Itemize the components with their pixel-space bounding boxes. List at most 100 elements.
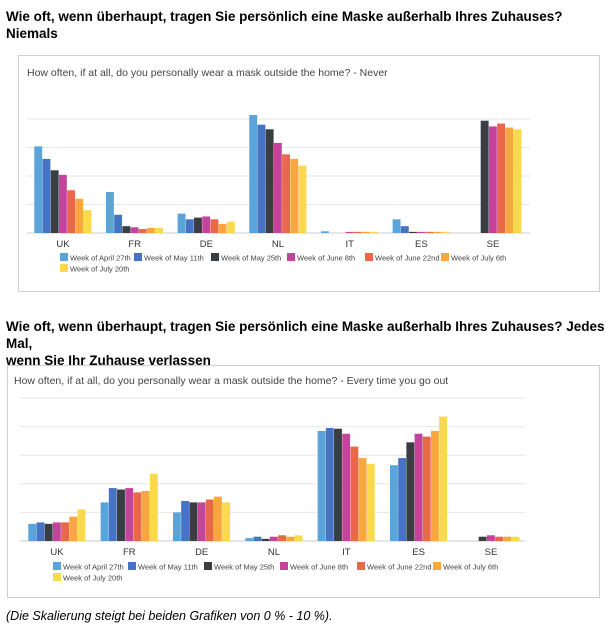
bar (350, 446, 359, 541)
heading-every-line1: Wie oft, wenn überhaupt, tragen Sie pers… (6, 319, 605, 351)
bar (133, 492, 142, 541)
legend-swatch (365, 253, 373, 261)
bar (108, 488, 117, 541)
bar (218, 223, 227, 233)
bar (245, 538, 254, 541)
x-tick-label: DE (200, 239, 213, 250)
bar (138, 229, 147, 233)
legend-label: Week of July 6th (443, 563, 498, 572)
bar (433, 231, 442, 233)
bar (194, 217, 202, 233)
legend-swatch (280, 562, 288, 570)
bar (278, 535, 286, 541)
bar (261, 538, 270, 541)
legend-swatch (60, 253, 68, 261)
legend-label: Week of May 25th (214, 563, 274, 572)
bar (177, 213, 186, 233)
bar (222, 502, 231, 541)
bar (409, 231, 417, 233)
bar (511, 536, 520, 541)
legend-label: Week of July 6th (451, 254, 506, 263)
bar (52, 522, 61, 541)
bar (58, 174, 67, 233)
bar (358, 458, 367, 541)
x-tick-label: UK (50, 547, 64, 558)
heading-never: Wie oft, wenn überhaupt, tragen Sie pers… (6, 8, 563, 42)
x-tick-label: IT (345, 239, 354, 250)
legend-swatch (134, 253, 142, 261)
bar (353, 231, 362, 233)
bar (28, 523, 37, 541)
bar (366, 463, 375, 541)
bar (430, 430, 439, 541)
bar (210, 219, 219, 233)
legend-label: Week of June 22nd (375, 254, 440, 263)
bar (114, 214, 123, 233)
bar (497, 123, 505, 233)
legend-swatch (53, 562, 61, 570)
bar (226, 221, 235, 233)
legend-label: Week of July 20th (63, 574, 122, 583)
bar (257, 124, 266, 233)
legend-label: Week of May 11th (138, 563, 198, 572)
bar (202, 216, 211, 233)
heading-every-line2: wenn Sie Ihr Zuhause verlassen (6, 353, 211, 368)
bar (75, 198, 84, 233)
legend-label: Week of May 25th (221, 254, 281, 263)
x-tick-label: FR (123, 547, 136, 558)
legend-swatch (357, 562, 365, 570)
bar (503, 536, 512, 541)
bar (342, 433, 351, 541)
bar (269, 536, 278, 541)
legend-swatch (441, 253, 449, 261)
bar (361, 231, 370, 233)
bar (505, 127, 514, 233)
bar (185, 219, 194, 233)
bar (294, 535, 303, 541)
bar (334, 428, 342, 541)
bar (122, 226, 131, 233)
bar (149, 473, 158, 541)
bar (392, 219, 401, 233)
bar (141, 490, 150, 541)
bar (117, 489, 125, 541)
bar (172, 512, 181, 541)
bar (265, 129, 274, 233)
bar (370, 231, 379, 233)
bar (286, 536, 295, 541)
legend-label: Week of June 8th (290, 563, 348, 572)
bar (317, 430, 326, 541)
x-tick-label: NL (272, 239, 284, 250)
bar (406, 442, 415, 541)
bar (290, 158, 299, 233)
x-tick-label: SE (487, 239, 500, 250)
heading-never-line1: Wie oft, wenn überhaupt, tragen Sie pers… (6, 9, 563, 24)
bar (325, 428, 334, 541)
bar (478, 536, 487, 541)
heading-never-line2: Niemals (6, 26, 58, 41)
bar (181, 500, 190, 541)
bar (77, 509, 86, 541)
legend-label: Week of July 20th (70, 265, 129, 274)
bar (398, 458, 407, 541)
bar (50, 170, 59, 233)
bar (83, 210, 92, 233)
bar (205, 499, 214, 541)
bar (486, 535, 495, 541)
x-tick-label: ES (415, 239, 428, 250)
bar (249, 115, 258, 233)
chart-title-every-time: How often, if at all, do you personally … (14, 375, 449, 387)
legend-swatch (128, 562, 136, 570)
bar (495, 536, 503, 541)
legend-swatch (211, 253, 219, 261)
legend-label: Week of June 8th (297, 254, 355, 263)
bar (488, 126, 497, 233)
bar (400, 226, 409, 233)
bar (480, 120, 489, 233)
legend-swatch (287, 253, 295, 261)
legend-label: Week of April 27th (63, 563, 124, 572)
bar (513, 129, 522, 233)
legend-label: Week of June 22nd (367, 563, 432, 572)
x-tick-label: FR (128, 239, 141, 250)
